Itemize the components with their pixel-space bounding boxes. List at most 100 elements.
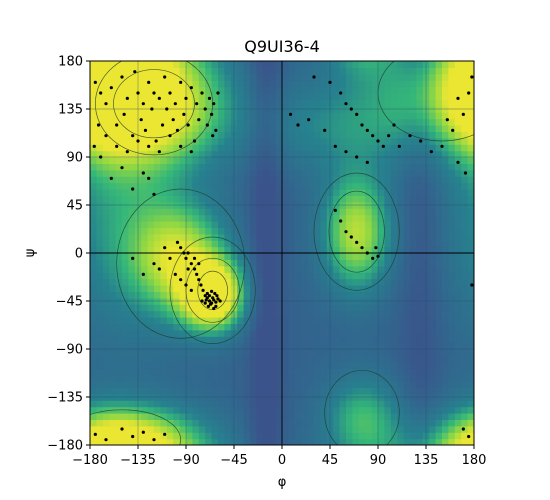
heatmap-cell: [435, 163, 443, 171]
heatmap-cell: [275, 361, 283, 369]
heatmap-cell: [435, 317, 443, 324]
heatmap-cell: [390, 118, 398, 126]
heatmap-cell: [467, 233, 474, 241]
heatmap-cell: [378, 336, 385, 344]
heatmap-cell: [173, 195, 181, 203]
heatmap-cell: [211, 227, 219, 235]
heatmap-cell: [320, 118, 328, 126]
heatmap-cell: [442, 317, 449, 324]
heatmap-cell: [435, 329, 443, 337]
heatmap-cell: [173, 432, 181, 440]
heatmap-cell: [314, 195, 321, 203]
heatmap-cell: [403, 317, 411, 324]
heatmap-cell: [115, 195, 123, 203]
heatmap-cell: [96, 118, 104, 126]
heatmap-cell: [269, 176, 277, 184]
heatmap-cell: [198, 413, 206, 420]
heatmap-cell: [147, 240, 155, 248]
heatmap-cell: [256, 317, 264, 324]
heatmap-cell: [179, 189, 187, 196]
heatmap-cell: [301, 387, 309, 395]
heatmap-cell: [115, 189, 123, 196]
heatmap-cell: [282, 253, 289, 260]
data-point: [179, 80, 183, 84]
heatmap-cell: [115, 125, 123, 132]
heatmap-cell: [237, 310, 245, 318]
heatmap-cell: [243, 182, 251, 190]
heatmap-cell: [275, 214, 283, 222]
heatmap-cell: [416, 368, 424, 376]
heatmap-cell: [269, 131, 277, 139]
heatmap-cell: [314, 208, 321, 216]
heatmap-cell: [243, 413, 251, 420]
heatmap-cell: [211, 361, 219, 369]
heatmap-cell: [166, 246, 174, 254]
data-point: [212, 306, 216, 311]
heatmap-cell: [147, 144, 155, 152]
heatmap-cell: [365, 176, 373, 184]
heatmap-cell: [90, 195, 97, 203]
heatmap-cell: [448, 182, 456, 190]
heatmap-cell: [467, 374, 474, 382]
heatmap-cell: [122, 361, 129, 369]
heatmap-cell: [166, 150, 174, 158]
heatmap-cell: [166, 144, 174, 152]
data-point: [171, 118, 175, 122]
heatmap-cell: [282, 304, 289, 312]
heatmap-cell: [410, 176, 417, 184]
heatmap-cell: [275, 131, 283, 139]
heatmap-cell: [429, 323, 437, 331]
heatmap-cell: [256, 214, 264, 222]
heatmap-cell: [186, 189, 193, 196]
heatmap-cell: [96, 368, 104, 376]
heatmap-cell: [256, 61, 264, 68]
heatmap-cell: [102, 361, 110, 369]
heatmap-cell: [122, 310, 129, 318]
heatmap-cell: [224, 214, 232, 222]
heatmap-cell: [378, 214, 385, 222]
heatmap-cell: [192, 285, 200, 292]
heatmap-cell: [352, 99, 360, 107]
heatmap-cell: [173, 253, 181, 260]
heatmap-cell: [141, 67, 149, 75]
heatmap-cell: [403, 259, 411, 267]
heatmap-cell: [384, 413, 392, 420]
heatmap-cell: [390, 80, 398, 88]
heatmap-cell: [256, 233, 264, 241]
heatmap-cell: [160, 176, 168, 184]
heatmap-cell: [275, 265, 283, 273]
heatmap-cell: [435, 182, 443, 190]
heatmap-cell: [410, 163, 417, 171]
grid-lines: [90, 61, 474, 445]
heatmap-cell: [365, 323, 373, 331]
heatmap-cell: [410, 361, 417, 369]
heatmap-cell: [186, 86, 193, 94]
heatmap-cell: [378, 227, 385, 235]
heatmap-cell: [173, 86, 181, 94]
heatmap-cell: [224, 259, 232, 267]
heatmap-cell: [390, 413, 398, 420]
heatmap-cell: [288, 310, 296, 318]
heatmap-cell: [358, 317, 366, 324]
heatmap-cell: [102, 163, 110, 171]
heatmap-cell: [198, 368, 206, 376]
heatmap-cell: [352, 150, 360, 158]
heatmap-cell: [294, 61, 302, 68]
heatmap-cell: [179, 419, 187, 427]
data-point: [189, 262, 193, 266]
heatmap-cell: [390, 342, 398, 350]
heatmap-cell: [307, 227, 315, 235]
heatmap-cell: [333, 438, 341, 445]
heatmap-cell: [384, 118, 392, 126]
heatmap-cell: [346, 169, 353, 177]
heatmap-cell: [429, 233, 437, 241]
heatmap-cell: [90, 112, 97, 120]
heatmap-cell: [160, 259, 168, 267]
heatmap-cell: [282, 144, 289, 152]
heatmap-cell: [397, 259, 405, 267]
heatmap-cell: [243, 310, 251, 318]
heatmap-cell: [365, 125, 373, 132]
heatmap-cell: [282, 361, 289, 369]
heatmap-cell: [390, 259, 398, 267]
heatmap-cell: [442, 137, 449, 145]
